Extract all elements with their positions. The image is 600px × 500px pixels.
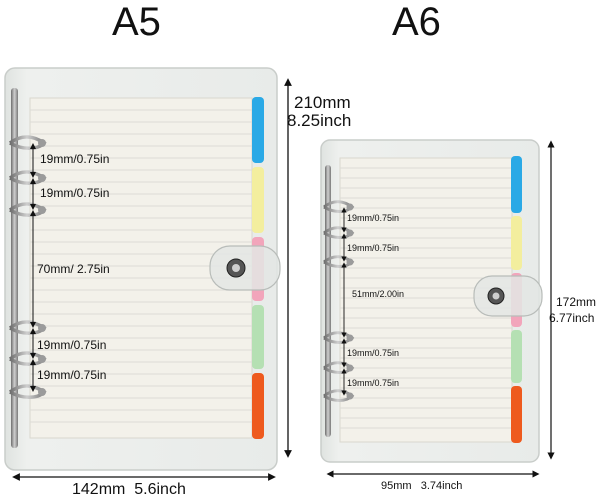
a5-ruled-lines	[30, 109, 252, 423]
a6-tab-blue	[511, 156, 522, 213]
a6-height-in: 6.77inch	[549, 311, 595, 325]
a5-ring-spacing-3: 70mm/ 2.75in	[37, 262, 110, 276]
a5-width-label: 142mm 5.6inch	[72, 481, 186, 498]
a5-ring-spacing-4: 19mm/0.75in	[37, 338, 107, 352]
a6-height-mm: 172mm	[556, 295, 597, 309]
a5-tab-green	[252, 305, 264, 369]
a6-ring-spacing-2: 19mm/0.75in	[347, 243, 400, 253]
a6-tab-orange	[511, 386, 522, 443]
a6-ring-spacing-1: 19mm/0.75in	[347, 213, 400, 223]
a5-tab-yellow	[252, 167, 264, 233]
a6-tab-green	[511, 330, 522, 383]
a6-tab-yellow	[511, 216, 522, 270]
a5-ring-holes	[38, 139, 46, 396]
a6-ring-spacing-4: 19mm/0.75in	[347, 348, 400, 358]
a6-ring-spacing-5: 19mm/0.75in	[347, 378, 400, 388]
a6-snap-strap	[473, 275, 543, 317]
a5-tab-orange	[252, 373, 264, 439]
a5-tab-blue	[252, 97, 264, 163]
a5-ring-spacing-2: 19mm/0.75in	[40, 186, 110, 200]
a5-ring-spacing-5: 19mm/0.75in	[37, 368, 107, 382]
a5-ring-spacing-1: 19mm/0.75in	[40, 152, 110, 166]
a6-ring-holes	[346, 203, 354, 400]
a6-width-label: 95mm 3.74inch	[381, 480, 463, 492]
a6-binder	[320, 139, 555, 478]
a5-title: A5	[112, 0, 161, 44]
a5-height-mm: 210mm	[294, 93, 351, 112]
a5-height-in: 8.25inch	[287, 111, 352, 130]
a5-binder	[4, 67, 292, 481]
a6-title: A6	[392, 0, 441, 44]
a6-ruled-lines	[340, 167, 512, 429]
a6-ring-spacing-3: 51mm/2.00in	[352, 289, 405, 299]
